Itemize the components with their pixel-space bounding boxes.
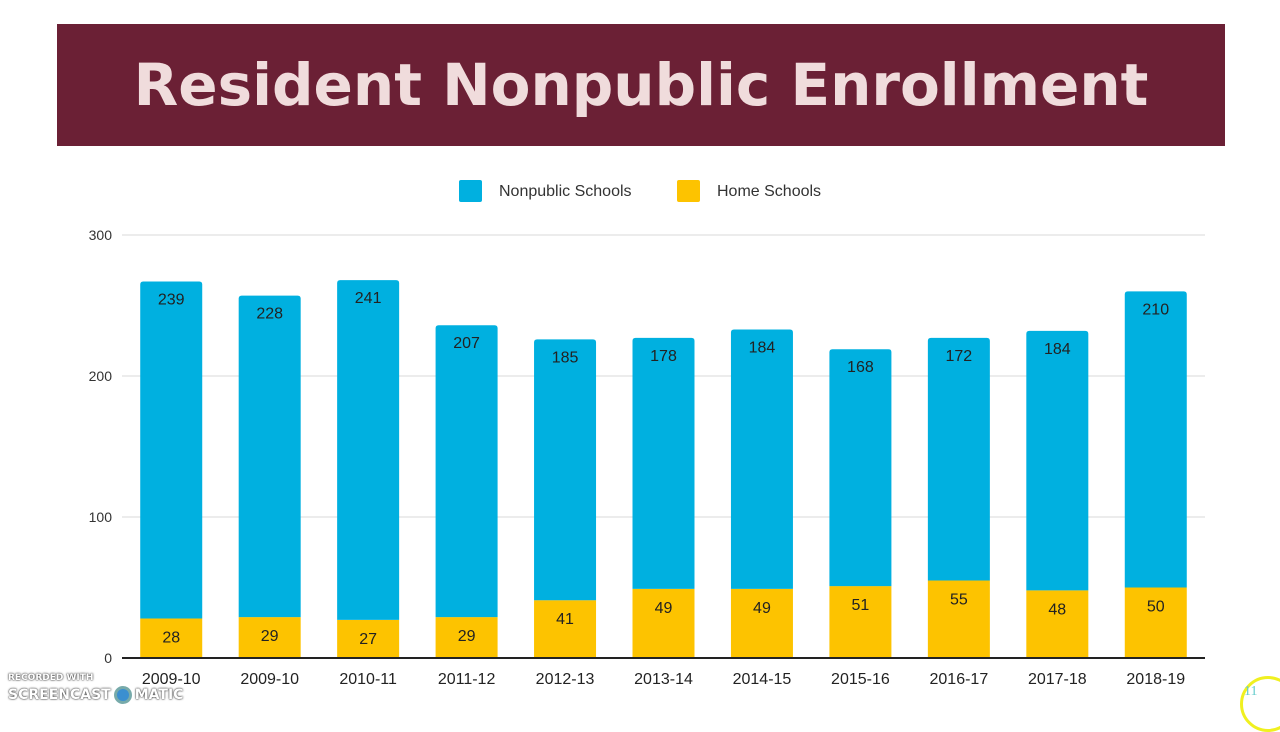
data-label-home: 49 — [655, 600, 673, 617]
data-label-nonpublic: 207 — [453, 335, 480, 352]
data-label-nonpublic: 185 — [552, 349, 579, 366]
bar-nonpublic-schools — [435, 325, 498, 618]
x-tick-label: 2009-10 — [240, 671, 299, 688]
data-label-nonpublic: 184 — [1044, 341, 1071, 358]
x-tick-label: 2009-10 — [142, 671, 201, 688]
data-label-nonpublic: 178 — [650, 348, 677, 365]
data-label-home: 50 — [1147, 599, 1165, 616]
x-tick-label: 2012-13 — [536, 671, 595, 688]
data-label-nonpublic: 210 — [1142, 301, 1169, 318]
bar-nonpublic-schools — [1026, 330, 1089, 591]
x-tick-label: 2016-17 — [930, 671, 989, 688]
x-tick-label: 2013-14 — [634, 671, 693, 688]
watermark-right: MATIC — [134, 687, 184, 703]
slide-number: 11 — [1244, 684, 1258, 699]
bar-home-schools — [1124, 587, 1187, 658]
record-icon — [113, 686, 132, 704]
x-tick-label: 2014-15 — [733, 671, 792, 688]
y-tick-label: 0 — [104, 650, 112, 666]
bar-nonpublic-schools — [730, 329, 793, 589]
watermark-line1: RECORDED WITH — [8, 673, 94, 683]
x-tick-label: 2011-12 — [438, 671, 496, 688]
y-tick-label: 200 — [89, 368, 113, 384]
x-tick-label: 2017-18 — [1028, 671, 1087, 688]
data-label-nonpublic: 172 — [946, 348, 973, 365]
data-label-home: 48 — [1048, 601, 1066, 618]
bar-home-schools — [238, 617, 301, 658]
bar-home-schools — [632, 588, 695, 658]
data-label-nonpublic: 168 — [847, 359, 874, 376]
slide-title: Resident Nonpublic Enrollment — [133, 51, 1149, 119]
bar-home-schools — [829, 586, 892, 658]
data-label-home: 28 — [162, 630, 180, 647]
bar-home-schools — [927, 580, 990, 658]
legend-swatch — [677, 180, 700, 202]
data-label-home: 27 — [359, 631, 377, 648]
legend-label: Home Schools — [717, 183, 821, 200]
bar-home-schools — [435, 617, 498, 658]
legend-swatch — [459, 180, 482, 202]
data-label-home: 49 — [753, 600, 771, 617]
bar-home-schools — [1026, 590, 1089, 658]
bar-nonpublic-schools — [534, 339, 597, 601]
bar-nonpublic-schools — [927, 337, 990, 581]
title-banner: Resident Nonpublic Enrollment — [57, 24, 1225, 146]
x-tick-label: 2010-11 — [339, 671, 397, 688]
screencast-watermark: RECORDED WITH SCREENCAST MATIC — [8, 673, 183, 704]
bar-nonpublic-schools — [238, 295, 301, 618]
data-label-home: 55 — [950, 591, 968, 608]
data-label-nonpublic: 228 — [256, 306, 283, 323]
data-label-nonpublic: 241 — [355, 290, 382, 307]
bar-nonpublic-schools — [140, 281, 203, 619]
legend-label: Nonpublic Schools — [499, 183, 632, 200]
bar-home-schools — [730, 588, 793, 658]
bar-nonpublic-schools — [632, 337, 695, 589]
data-label-home: 29 — [261, 628, 279, 645]
bar-home-schools — [140, 618, 203, 658]
y-tick-label: 300 — [89, 227, 113, 243]
bar-home-schools — [534, 600, 597, 658]
y-tick-label: 100 — [89, 509, 113, 525]
data-label-home: 51 — [852, 597, 870, 614]
data-label-home: 29 — [458, 628, 476, 645]
x-tick-label: 2018-19 — [1126, 671, 1185, 688]
bar-nonpublic-schools — [337, 280, 400, 620]
x-tick-label: 2015-16 — [831, 671, 890, 688]
data-label-home: 41 — [556, 611, 574, 628]
bar-nonpublic-schools — [1124, 291, 1187, 588]
bar-nonpublic-schools — [829, 349, 892, 587]
watermark-left: SCREENCAST — [8, 687, 111, 703]
data-label-nonpublic: 239 — [158, 292, 185, 309]
data-label-nonpublic: 184 — [749, 339, 776, 356]
bar-home-schools — [337, 619, 400, 658]
